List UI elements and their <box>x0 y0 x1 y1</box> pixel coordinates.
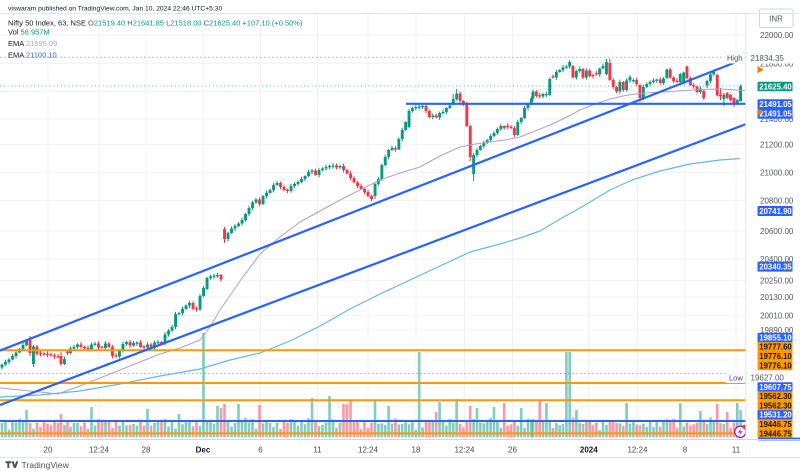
svg-text:19562.30: 19562.30 <box>759 392 792 401</box>
svg-text:High: High <box>727 54 742 63</box>
svg-text:19855.10: 19855.10 <box>759 334 792 343</box>
svg-text:11: 11 <box>313 445 322 454</box>
svg-text:21800.00: 21800.00 <box>760 60 794 69</box>
svg-text:TradingView: TradingView <box>22 460 70 470</box>
svg-text:21400.00: 21400.00 <box>760 115 794 124</box>
svg-text:12:24: 12:24 <box>89 445 110 454</box>
svg-text:20130.00: 20130.00 <box>760 293 794 302</box>
svg-text:12:24: 12:24 <box>358 445 379 454</box>
svg-text:20340.35: 20340.35 <box>759 262 792 271</box>
svg-text:21834.35: 21834.35 <box>751 54 785 63</box>
svg-text:8: 8 <box>683 445 688 454</box>
svg-text:20600.00: 20600.00 <box>760 227 794 236</box>
svg-text:12:24: 12:24 <box>627 445 648 454</box>
svg-text:19607.75: 19607.75 <box>759 383 792 392</box>
svg-text:Low: Low <box>729 374 743 383</box>
svg-text:INR: INR <box>769 15 783 24</box>
svg-text:20010.00: 20010.00 <box>760 312 794 321</box>
svg-text:12:24: 12:24 <box>454 445 475 454</box>
svg-text:viswaram published on TradingV: viswaram published on TradingView.com, J… <box>8 6 222 13</box>
svg-text:19562.30: 19562.30 <box>759 401 792 410</box>
svg-text:EMA 21100.10: EMA 21100.10 <box>8 51 57 60</box>
svg-text:Nifty 50 Index, 63, NSE O21519: Nifty 50 Index, 63, NSE O21519.40 H21641… <box>8 19 303 28</box>
svg-text:21000.00: 21000.00 <box>760 169 794 178</box>
svg-text:20: 20 <box>44 445 53 454</box>
svg-text:26: 26 <box>508 445 517 454</box>
svg-text:19531.20: 19531.20 <box>759 411 792 420</box>
svg-text:18: 18 <box>412 445 421 454</box>
svg-text:2024: 2024 <box>580 445 598 454</box>
svg-text:EMA 21595.09: EMA 21595.09 <box>8 39 57 48</box>
svg-text:Dec: Dec <box>196 445 211 454</box>
svg-text:19627.00: 19627.00 <box>751 374 785 383</box>
svg-text:20250.00: 20250.00 <box>760 277 794 286</box>
svg-text:11: 11 <box>732 445 741 454</box>
svg-text:19446.75: 19446.75 <box>759 429 792 438</box>
svg-text:21625.40: 21625.40 <box>759 82 792 91</box>
svg-text:19776.10: 19776.10 <box>759 361 792 370</box>
svg-text:20741.90: 20741.90 <box>759 207 792 216</box>
svg-text:28: 28 <box>142 445 151 454</box>
svg-text:21200.00: 21200.00 <box>760 141 794 150</box>
svg-text:19890.00: 19890.00 <box>760 326 794 335</box>
svg-text:6: 6 <box>258 445 263 454</box>
svg-text:22000.00: 22000.00 <box>760 31 794 40</box>
svg-text:21491.05: 21491.05 <box>759 110 792 119</box>
svg-text:19777.60: 19777.60 <box>759 343 792 352</box>
svg-text:19446.75: 19446.75 <box>759 420 792 429</box>
svg-text:20400.00: 20400.00 <box>760 255 794 264</box>
svg-text:19776.10: 19776.10 <box>759 352 792 361</box>
svg-text:Vol 56.957M: Vol 56.957M <box>8 28 50 37</box>
svg-text:20800.00: 20800.00 <box>760 197 794 206</box>
svg-text:21491.05: 21491.05 <box>759 100 792 109</box>
